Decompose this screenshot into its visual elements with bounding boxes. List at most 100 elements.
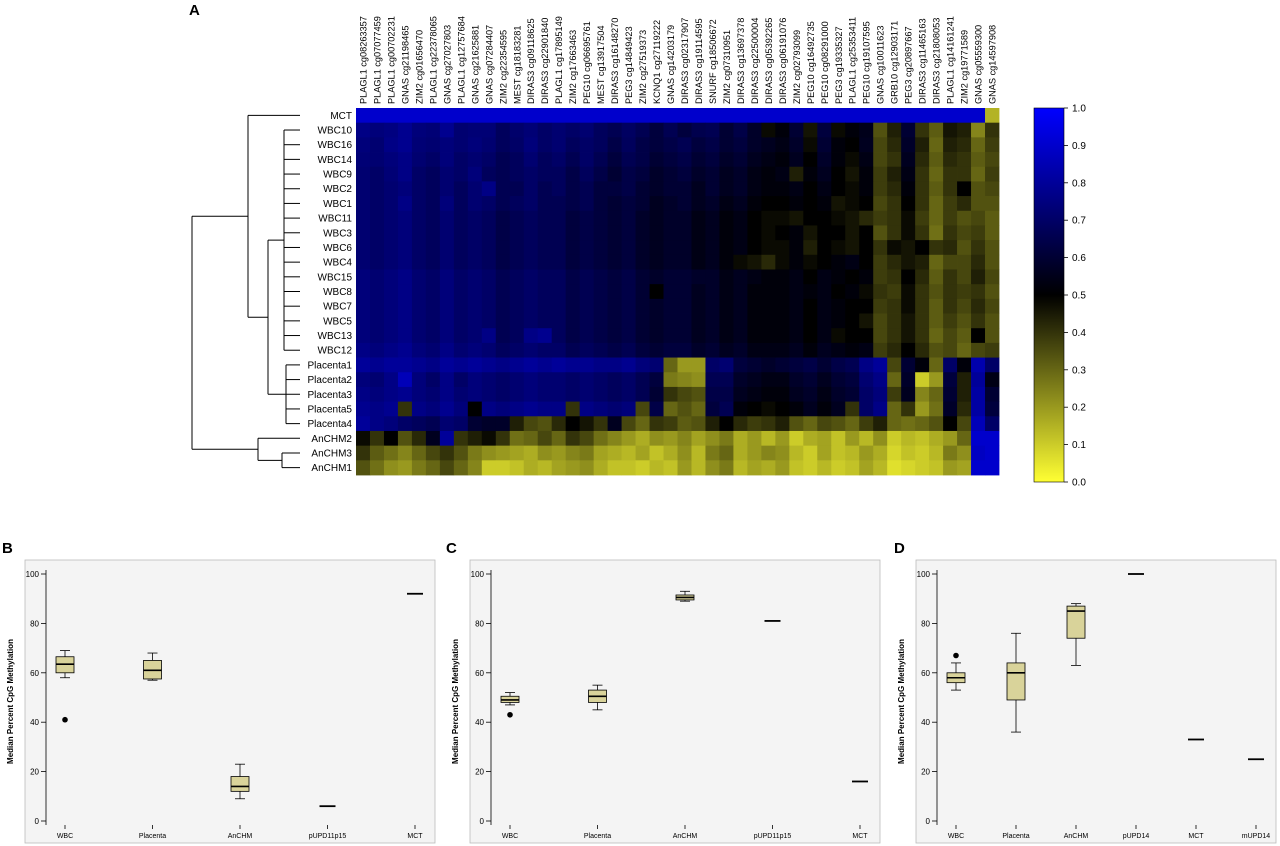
heatmap-cell bbox=[663, 357, 678, 373]
heatmap-cell bbox=[985, 328, 1000, 344]
heatmap-cell bbox=[356, 328, 371, 344]
heatmap-cell bbox=[411, 430, 427, 447]
heatmap-cell bbox=[971, 196, 986, 212]
heatmap-cell bbox=[369, 284, 385, 300]
heatmap-cell bbox=[957, 269, 972, 285]
heatmap-cell bbox=[929, 166, 944, 182]
heatmap-cell bbox=[509, 225, 525, 241]
heatmap-column-label: GNAS cg07284407 bbox=[484, 25, 494, 104]
heatmap-cell bbox=[943, 416, 958, 432]
heatmap-cell bbox=[551, 460, 567, 476]
heatmap-cell bbox=[383, 416, 399, 432]
heatmap-cell bbox=[817, 254, 832, 270]
heatmap-cell bbox=[425, 137, 441, 153]
heatmap-cell bbox=[677, 254, 692, 270]
heatmap-cell bbox=[537, 152, 553, 168]
heatmap-column-label: PLAGL1 cg07077459 bbox=[373, 16, 383, 104]
heatmap-cell bbox=[859, 137, 874, 153]
heatmap-cell bbox=[929, 254, 944, 270]
heatmap-cell bbox=[761, 298, 776, 314]
heatmap-cell bbox=[649, 225, 664, 241]
heatmap-cell bbox=[873, 342, 888, 358]
heatmap-column-label: GNAS cg27027803 bbox=[442, 25, 452, 104]
heatmap-cell bbox=[397, 108, 413, 124]
heatmap-cell bbox=[383, 298, 399, 314]
heatmap-cell bbox=[845, 269, 860, 285]
heatmap-cell bbox=[523, 357, 539, 373]
heatmap-cell bbox=[789, 225, 804, 241]
heatmap-cell bbox=[803, 137, 818, 153]
heatmap-cell bbox=[747, 284, 762, 300]
heatmap-row-label: WBC1 bbox=[323, 199, 352, 210]
heatmap-cell bbox=[551, 122, 567, 138]
heatmap-cell bbox=[747, 122, 762, 138]
heatmap-cell bbox=[719, 181, 734, 197]
heatmap-cell bbox=[481, 460, 497, 476]
heatmap-cell bbox=[845, 386, 860, 402]
heatmap-cell bbox=[985, 416, 1000, 432]
heatmap-cell bbox=[356, 357, 371, 373]
heatmap-cell bbox=[439, 416, 455, 432]
heatmap-cell bbox=[733, 342, 748, 358]
heatmap-cell bbox=[621, 313, 636, 329]
heatmap-cell bbox=[621, 372, 636, 388]
heatmap-column-label: DIRAS3 cg02317907 bbox=[680, 18, 690, 104]
heatmap-cell bbox=[356, 137, 371, 153]
heatmap-cell bbox=[565, 445, 581, 461]
heatmap-cell bbox=[593, 342, 609, 358]
heatmap-cell bbox=[901, 269, 916, 285]
heatmap-cell bbox=[397, 196, 413, 212]
heatmap-cell bbox=[943, 328, 958, 344]
heatmap-cell bbox=[775, 298, 790, 314]
heatmap-cell bbox=[915, 357, 930, 373]
heatmap-cell bbox=[775, 122, 790, 138]
heatmap-cell bbox=[691, 445, 706, 461]
heatmap-cell bbox=[803, 298, 818, 314]
heatmap-cell bbox=[943, 196, 958, 212]
heatmap-cell bbox=[439, 122, 455, 138]
heatmap-cell bbox=[356, 152, 371, 168]
colorbar-tick-label: 0.1 bbox=[1072, 440, 1086, 451]
heatmap-cell bbox=[383, 328, 399, 344]
heatmap-cell bbox=[719, 357, 734, 373]
heatmap-cell bbox=[761, 372, 776, 388]
heatmap-cell bbox=[411, 284, 427, 300]
heatmap-cell bbox=[971, 181, 986, 197]
heatmap-cell bbox=[775, 225, 790, 241]
heatmap-cell bbox=[845, 254, 860, 270]
heatmap-cell bbox=[453, 372, 469, 388]
heatmap-row-label: WBC15 bbox=[318, 272, 353, 283]
box-plot-c: 0 20 40 60 80 100 Median Percent CpG Methylati… bbox=[451, 559, 881, 844]
heatmap-cell bbox=[831, 152, 846, 168]
heatmap-cell bbox=[425, 225, 441, 241]
heatmap-cell bbox=[397, 166, 413, 182]
heatmap-cell bbox=[579, 196, 595, 212]
heatmap-cell bbox=[467, 416, 483, 432]
heatmap-cell bbox=[789, 313, 804, 329]
heatmap-cell bbox=[747, 416, 762, 432]
heatmap-cell bbox=[831, 196, 846, 212]
heatmap-cell bbox=[761, 284, 776, 300]
heatmap-cell bbox=[523, 401, 539, 417]
heatmap-cell bbox=[677, 298, 692, 314]
heatmap-cell bbox=[929, 342, 944, 358]
heatmap-cell bbox=[831, 386, 846, 402]
heatmap-column-label: PEG10 cg06695761 bbox=[582, 21, 592, 104]
heatmap-cell bbox=[705, 372, 720, 388]
heatmap-cell bbox=[439, 342, 455, 358]
heatmap-cell bbox=[607, 269, 622, 285]
heatmap-column-label: PEG10 cg19107595 bbox=[862, 21, 872, 104]
heatmap-cell bbox=[649, 342, 664, 358]
heatmap-cell bbox=[593, 108, 609, 124]
heatmap-cell bbox=[929, 328, 944, 344]
heatmap-cell bbox=[985, 313, 1000, 329]
heatmap-cell bbox=[523, 372, 539, 388]
heatmap-cell bbox=[817, 166, 832, 182]
heatmap-cell bbox=[803, 328, 818, 344]
heatmap-cell bbox=[523, 445, 539, 461]
heatmap-cell bbox=[943, 166, 958, 182]
heatmap-cell bbox=[775, 357, 790, 373]
heatmap-cell bbox=[901, 225, 916, 241]
heatmap-cell bbox=[677, 430, 692, 447]
heatmap-cell bbox=[887, 284, 902, 300]
